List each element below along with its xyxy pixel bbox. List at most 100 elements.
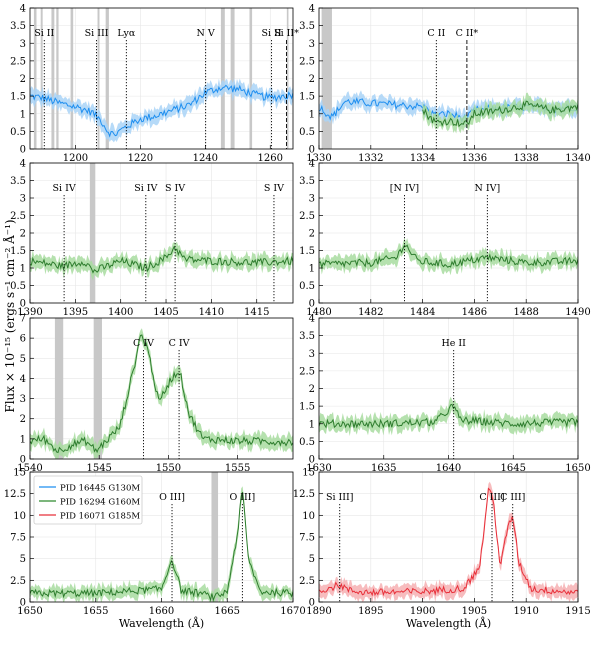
y-tick-label: 5 bbox=[20, 554, 26, 565]
y-tick-label: 6 bbox=[20, 334, 26, 345]
spectrum-g160m bbox=[30, 491, 293, 602]
masked-region bbox=[93, 318, 102, 459]
error-band-g160m bbox=[30, 241, 293, 281]
x-tick-label: 1200 bbox=[63, 153, 88, 164]
panel-6: He II 1630 1635 1640 1645 1650 0 0.5 1 1.5 2 2.5 3 3.… bbox=[299, 314, 591, 475]
x-tick-label: 1540 bbox=[17, 463, 42, 474]
line-label: Si III] bbox=[326, 492, 354, 503]
x-tick-label: 1900 bbox=[410, 606, 435, 617]
panel-7: O III] O III] 1650 1655 1660 1665 1670 0 2.5 5 7.5… bbox=[4, 468, 306, 631]
x-tick-label: 1660 bbox=[149, 606, 174, 617]
masked-region bbox=[56, 8, 59, 149]
line-label: C II* bbox=[456, 28, 479, 39]
y-tick-label: 15 bbox=[302, 468, 315, 479]
line-label: O III] bbox=[159, 492, 185, 503]
y-tick-label: 1 bbox=[20, 109, 26, 120]
panel-5: C IV C IV 1540 1545 1550 1555 0 1 2 3 4 5 6 7 bbox=[17, 314, 294, 474]
y-tick-label: 0 bbox=[20, 455, 26, 466]
x-tick-label: 1555 bbox=[225, 463, 250, 474]
y-tick-label: 4 bbox=[309, 314, 315, 325]
y-tick-label: 5 bbox=[309, 554, 315, 565]
y-tick-label: 3.5 bbox=[299, 21, 315, 32]
y-tick-label: 0 bbox=[309, 598, 315, 609]
y-tick-label: 4 bbox=[20, 159, 26, 170]
y-tick-label: 0.5 bbox=[10, 127, 26, 138]
x-tick-label: 1395 bbox=[63, 307, 88, 318]
x-tick-label: 1240 bbox=[193, 153, 218, 164]
x-tick-label: 1330 bbox=[306, 153, 331, 164]
y-tick-label: 1 bbox=[309, 419, 315, 430]
line-label: Si II* bbox=[274, 28, 299, 39]
x-tick-label: 1490 bbox=[565, 307, 590, 318]
x-tick-label: 1486 bbox=[462, 307, 487, 318]
y-tick-label: 3 bbox=[309, 39, 315, 50]
line-label: Si IV bbox=[134, 183, 157, 194]
spectrum-g160m bbox=[30, 334, 293, 454]
y-tick-label: 3 bbox=[20, 39, 26, 50]
x-tick-label: 1390 bbox=[17, 307, 42, 318]
y-tick-label: 2 bbox=[309, 74, 315, 85]
y-tick-label: 0 bbox=[20, 145, 26, 156]
line-label: Lyα bbox=[117, 28, 136, 39]
error-band-g160m bbox=[30, 328, 293, 459]
y-tick-label: 2 bbox=[20, 74, 26, 85]
x-tick-label: 1910 bbox=[513, 606, 538, 617]
masked-region bbox=[54, 318, 64, 459]
grid bbox=[30, 7, 293, 150]
masked-region bbox=[230, 8, 235, 149]
y-tick-label: 3 bbox=[20, 394, 26, 405]
y-tick-label: 2.5 bbox=[10, 211, 26, 222]
line-label: S IV bbox=[165, 183, 185, 194]
x-tick-label: 1665 bbox=[215, 606, 240, 617]
x-tick-label: 1400 bbox=[108, 307, 133, 318]
masked-region bbox=[97, 8, 100, 149]
y-tick-label: 5 bbox=[20, 354, 26, 365]
masked-region bbox=[105, 8, 109, 149]
spectrum-g160m bbox=[30, 245, 293, 274]
panel-8: Si III] C III]C III] 1890 1895 1900 1905 1910 1… bbox=[293, 468, 591, 631]
axes-frame bbox=[29, 317, 294, 460]
x-tick-label: 1895 bbox=[358, 606, 383, 617]
panel-4: [N IV] N IV] 1480 1482 1484 1486 1488 1490 0 0.5 1… bbox=[299, 159, 591, 319]
line-label: S IV bbox=[264, 183, 284, 194]
y-tick-label: 0 bbox=[309, 455, 315, 466]
x-tick-label: 1336 bbox=[462, 153, 487, 164]
y-tick-label: 2.5 bbox=[299, 211, 315, 222]
masked-region bbox=[51, 8, 55, 149]
x-tick-label: 1405 bbox=[153, 307, 178, 318]
y-tick-label: 0 bbox=[20, 598, 26, 609]
line-label: Si II bbox=[34, 28, 54, 39]
y-tick-label: 1 bbox=[20, 434, 26, 445]
spectrum-g160m bbox=[319, 244, 578, 270]
y-tick-label: 3 bbox=[20, 194, 26, 205]
y-tick-label: 15 bbox=[13, 468, 26, 479]
legend-label: PID 16294 G160M bbox=[60, 497, 140, 507]
line-label: C IV bbox=[169, 338, 190, 349]
masked-region bbox=[286, 8, 289, 149]
y-tick-label: 1.5 bbox=[299, 402, 315, 413]
x-tick-label: 1415 bbox=[244, 307, 269, 318]
masked-region bbox=[211, 472, 219, 602]
y-tick-label: 0 bbox=[20, 299, 26, 310]
line-label: N V bbox=[197, 28, 215, 39]
x-axis-label: Wavelength (Å) bbox=[406, 616, 491, 630]
y-tick-label: 12.5 bbox=[293, 489, 315, 500]
y-tick-label: 0.5 bbox=[299, 437, 315, 448]
x-tick-label: 1890 bbox=[306, 606, 331, 617]
y-tick-label: 3.5 bbox=[299, 176, 315, 187]
grid bbox=[318, 471, 579, 603]
line-label: Si II bbox=[262, 28, 282, 39]
line-label: Si IV bbox=[53, 183, 76, 194]
panel-2: C II C II* 1330 1332 1334 1336 1338 1340 0 0.5 1 1.… bbox=[299, 4, 591, 165]
x-tick-label: 1645 bbox=[501, 463, 526, 474]
y-tick-label: 2.5 bbox=[299, 56, 315, 67]
error-band-g160m bbox=[319, 237, 578, 276]
y-tick-label: 1 bbox=[20, 264, 26, 275]
y-tick-label: 7 bbox=[20, 314, 26, 325]
legend-label: PID 16071 G185M bbox=[60, 511, 140, 521]
y-tick-label: 7.5 bbox=[299, 533, 315, 544]
masked-region bbox=[40, 8, 43, 149]
